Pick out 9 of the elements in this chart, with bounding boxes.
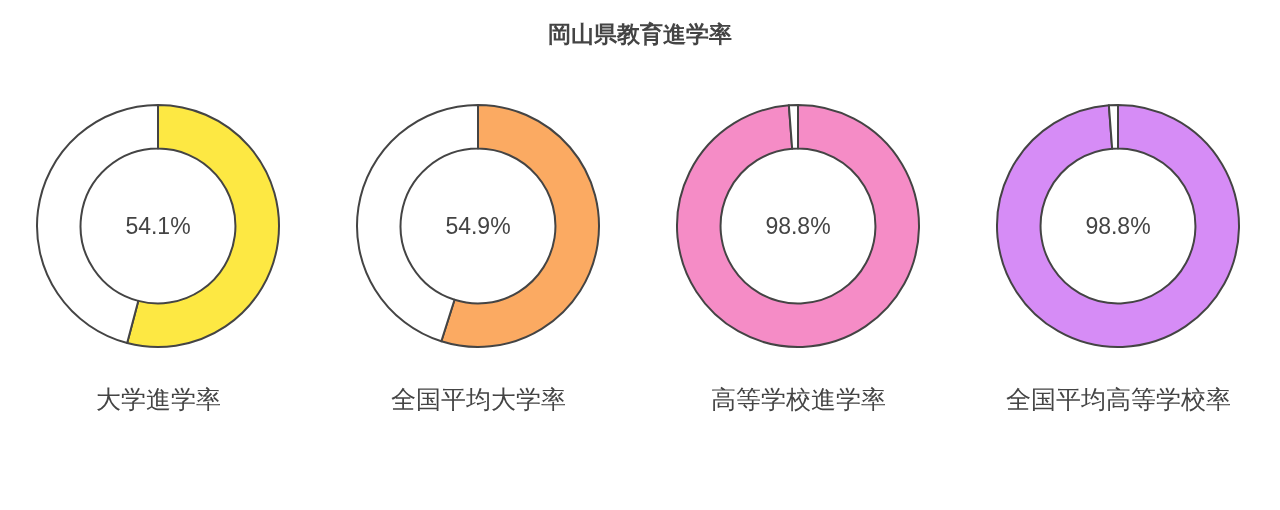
text: 高等学校進学率: [710, 385, 886, 413]
text: 全国平均高等学校率: [1005, 385, 1231, 413]
text: 全国平均大学率: [390, 385, 566, 413]
text: 54.1%: [125, 213, 191, 239]
text: 54.9%: [445, 213, 511, 239]
text: 98.8%: [765, 213, 831, 239]
text: 岡山県教育進学率: [548, 21, 732, 47]
text: 大学進学率: [95, 385, 221, 413]
text: 98.8%: [1085, 213, 1151, 239]
